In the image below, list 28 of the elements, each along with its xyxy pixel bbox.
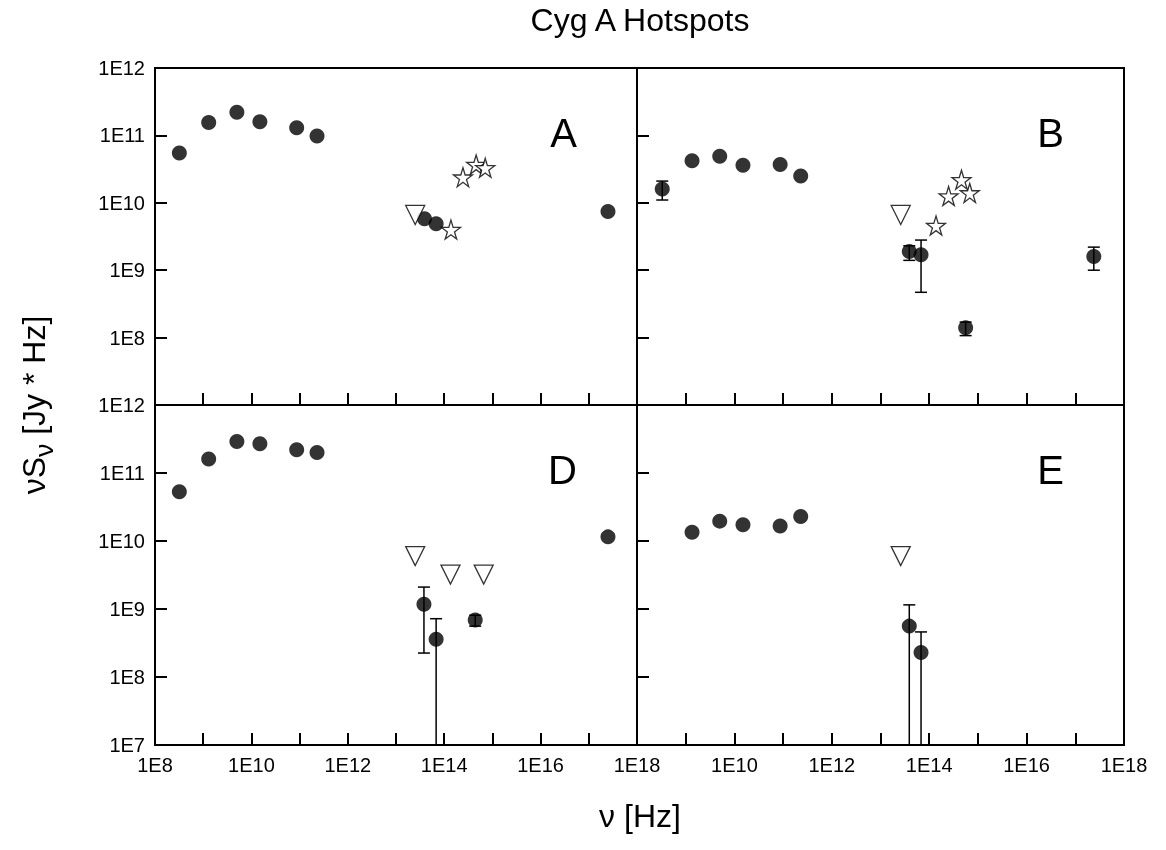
- x-tick-label: 1E18: [613, 754, 661, 776]
- y-tick-label: 1E9: [109, 259, 145, 282]
- chart-title: Cyg A Hotspots: [530, 2, 750, 39]
- x-tick-label: 1E10: [228, 754, 275, 776]
- y-tick-label: 1E9: [109, 598, 145, 620]
- x-tick-label: 1E18: [1100, 754, 1148, 776]
- annotation: D: [548, 448, 577, 492]
- annotation: A: [550, 111, 578, 155]
- y-tick-label: 1E12: [98, 57, 145, 79]
- y-tick-label: 1E10: [98, 191, 145, 214]
- x-tick-label: 1E12: [324, 754, 372, 776]
- y-tick-label: 1E8: [109, 666, 145, 688]
- y-tick-label: 1E11: [99, 124, 145, 147]
- x-tick-label: 1E16: [1003, 754, 1050, 776]
- x-tick-label: 1E14: [420, 754, 468, 776]
- x-tick-label: 1E10: [711, 754, 758, 776]
- y-tick-label: 1E8: [109, 326, 145, 349]
- x-tick-label: 1E12: [808, 754, 856, 776]
- y-tick-label: 1E10: [98, 530, 145, 552]
- annotation: B: [1037, 111, 1065, 155]
- annotation: E: [1037, 448, 1065, 492]
- y-tick-label: 1E11: [99, 462, 145, 484]
- x-tick-label: 1E14: [905, 754, 953, 776]
- x-axis-title: ν [Hz]: [599, 798, 681, 835]
- y-tick-label: 1E7: [109, 734, 145, 756]
- x-tick-label: 1E16: [517, 754, 564, 776]
- x-tick-label: 1E8: [137, 754, 173, 776]
- y-tick-label: 1E12: [98, 394, 145, 416]
